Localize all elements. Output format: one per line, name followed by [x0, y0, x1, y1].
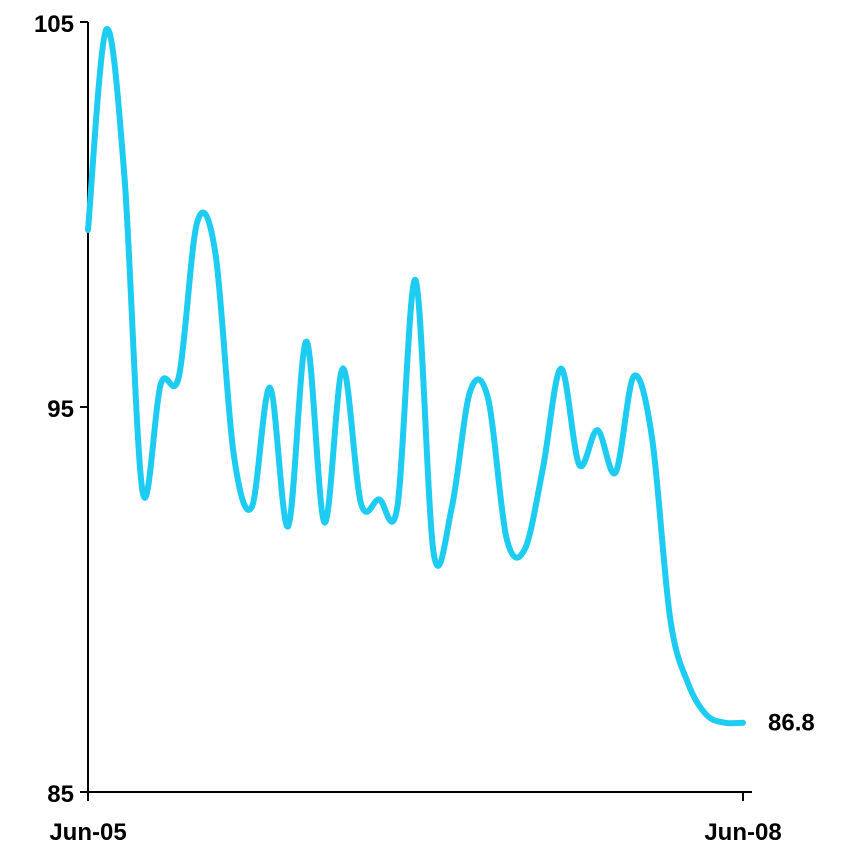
- y-tick-label-85: 85: [47, 781, 74, 808]
- x-tick-label-jun-05: Jun-05: [49, 819, 126, 846]
- end-value-label: 86.8: [768, 710, 815, 737]
- x-tick-label-jun-08: Jun-08: [704, 819, 781, 846]
- y-tick-label-105: 105: [34, 11, 74, 38]
- series-line: [85, 26, 746, 727]
- y-tick-label-95: 95: [47, 396, 74, 423]
